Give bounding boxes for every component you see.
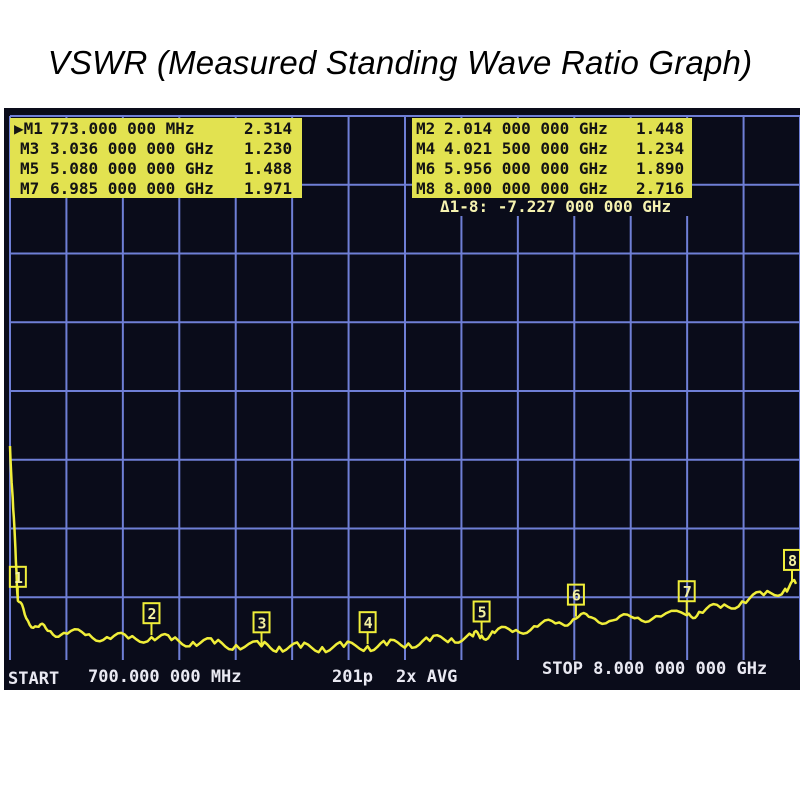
readout-m6-vswr: 1.890 bbox=[636, 159, 684, 178]
trace bbox=[8, 445, 798, 654]
marker-7: 7 bbox=[677, 580, 696, 614]
analyzer-screen: 1 2 3 4 5 6 7 8 ▶M1 773.000 000 MHz 2.314 M3 3.… bbox=[4, 108, 800, 690]
readout-m8-vswr: 2.716 bbox=[636, 179, 684, 198]
marker-8: 8 bbox=[783, 548, 800, 582]
readout-m3-value: 3.036 000 000 GHz bbox=[50, 139, 214, 158]
marker-box bbox=[783, 548, 800, 571]
marker-box bbox=[142, 602, 161, 625]
readout-m7-label: M7 bbox=[20, 179, 39, 198]
readout-bg-m7 bbox=[10, 178, 302, 198]
readout-m1-vswr: 2.314 bbox=[244, 119, 292, 138]
marker-box bbox=[252, 611, 271, 634]
readout-m8-label: M8 bbox=[416, 179, 435, 198]
vswr-trace-line bbox=[8, 445, 798, 654]
marker-4: 4 bbox=[358, 611, 377, 645]
readout-m7-vswr: 1.971 bbox=[244, 179, 292, 198]
marker-1: 1 bbox=[8, 565, 27, 599]
readout-bg-m1 bbox=[10, 118, 302, 138]
vswr-chart: 1 2 3 4 5 6 7 8 ▶M1 773.000 000 MHz 2.314 M3 3.… bbox=[4, 108, 800, 690]
marker-label: 7 bbox=[683, 583, 692, 601]
marker-label: 8 bbox=[788, 552, 797, 570]
status-footer: START 700.000 000 MHz 201p 2x AVG STOP 8… bbox=[4, 659, 800, 690]
readout-m1-label: ▶M1 bbox=[14, 119, 43, 138]
footer-bg bbox=[4, 660, 800, 690]
marker-readouts: ▶M1 773.000 000 MHz 2.314 M3 3.036 000 0… bbox=[10, 118, 696, 216]
footer-points: 201p bbox=[332, 667, 373, 687]
footer-avg: 2x AVG bbox=[396, 667, 457, 687]
marker-label: 2 bbox=[147, 605, 156, 623]
readout-m5-value: 5.080 000 000 GHz bbox=[50, 159, 214, 178]
delta-bg bbox=[434, 198, 696, 216]
marker-label: 6 bbox=[572, 587, 581, 605]
delta-readout: Δ1-8: -7.227 000 000 GHz bbox=[440, 197, 671, 216]
readout-bg-m5 bbox=[10, 158, 302, 178]
marker-6: 6 bbox=[566, 583, 585, 617]
marker-label: 1 bbox=[14, 569, 23, 587]
readout-m5-vswr: 1.488 bbox=[244, 159, 292, 178]
marker-5: 5 bbox=[472, 600, 491, 634]
marker-label: 5 bbox=[478, 604, 487, 622]
readout-m3-vswr: 1.230 bbox=[244, 139, 292, 158]
readout-m1-value: 773.000 000 MHz bbox=[50, 119, 195, 138]
readout-m5-label: M5 bbox=[20, 159, 39, 178]
marker-3: 3 bbox=[252, 611, 271, 645]
readout-bg-m3 bbox=[10, 138, 302, 158]
readout-bg-m4 bbox=[412, 138, 692, 158]
readout-m4-vswr: 1.234 bbox=[636, 139, 684, 158]
readout-bg-m2 bbox=[412, 118, 692, 138]
footer-start-label: START bbox=[8, 669, 59, 689]
readout-bg-m8 bbox=[412, 178, 692, 198]
readout-m4-value: 4.021 500 000 GHz bbox=[444, 139, 608, 158]
readout-bg-m6 bbox=[412, 158, 692, 178]
readout-m8-value: 8.000 000 000 GHz bbox=[444, 179, 608, 198]
marker-2: 2 bbox=[142, 602, 161, 636]
footer-start-value: 700.000 000 MHz bbox=[88, 667, 242, 687]
readout-m3-label: M3 bbox=[20, 139, 39, 158]
markers: 1 2 3 4 5 6 7 8 bbox=[8, 548, 800, 645]
readout-m7-value: 6.985 000 000 GHz bbox=[50, 179, 214, 198]
readout-m6-label: M6 bbox=[416, 159, 435, 178]
page-title: VSWR (Measured Standing Wave Ratio Graph… bbox=[47, 44, 753, 81]
readout-m2-vswr: 1.448 bbox=[636, 119, 684, 138]
footer-stop: STOP 8.000 000 000 GHz bbox=[542, 659, 767, 679]
marker-label: 4 bbox=[364, 614, 373, 632]
readout-m2-label: M2 bbox=[416, 119, 435, 138]
readout-m6-value: 5.956 000 000 GHz bbox=[444, 159, 608, 178]
readout-m2-value: 2.014 000 000 GHz bbox=[444, 119, 608, 138]
readout-m4-label: M4 bbox=[416, 139, 435, 158]
marker-label: 3 bbox=[258, 614, 267, 632]
